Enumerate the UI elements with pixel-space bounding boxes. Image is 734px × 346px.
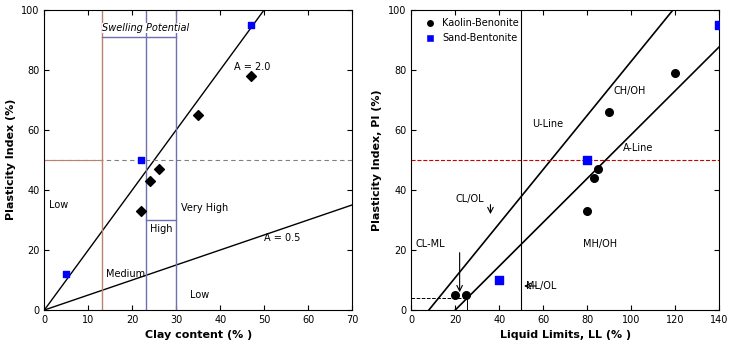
Y-axis label: Plasticity Index (%): Plasticity Index (%) [6,99,15,220]
Text: CH/OH: CH/OH [614,86,646,96]
Point [713,22,725,27]
Text: Swelling Potential: Swelling Potential [101,22,189,33]
Point [245,22,257,27]
Y-axis label: Plasticity Index, PI (%): Plasticity Index, PI (%) [372,89,382,230]
Point [592,166,604,172]
Point [135,157,147,163]
Point [245,73,257,79]
Point [581,208,593,213]
Legend: Kaolin-Benonite, Sand-Bentonite: Kaolin-Benonite, Sand-Bentonite [416,15,523,47]
Text: A = 2.0: A = 2.0 [233,62,270,72]
Text: Very High: Very High [181,203,228,213]
Text: CL-ML: CL-ML [415,239,446,249]
Point [460,292,472,298]
Point [493,277,505,283]
Text: CL/OL: CL/OL [455,194,484,204]
Point [449,292,461,298]
X-axis label: Liquid Limits, LL (% ): Liquid Limits, LL (% ) [500,330,631,340]
Point [60,271,72,277]
Text: ML/OL: ML/OL [526,281,556,291]
Point [153,166,164,172]
Point [588,175,600,181]
Text: High: High [150,224,172,234]
Text: Low: Low [189,290,208,300]
Point [135,208,147,213]
Point [603,109,615,115]
Text: MH/OH: MH/OH [583,239,617,249]
X-axis label: Clay content (% ): Clay content (% ) [145,330,252,340]
Text: A = 0.5: A = 0.5 [264,233,301,243]
Point [144,178,156,184]
Text: Low: Low [48,200,68,210]
Text: Medium: Medium [106,269,145,279]
Text: A-Line: A-Line [622,143,653,153]
Text: U-Line: U-Line [532,119,564,129]
Point [669,70,681,75]
Point [192,112,204,118]
Point [581,157,593,163]
